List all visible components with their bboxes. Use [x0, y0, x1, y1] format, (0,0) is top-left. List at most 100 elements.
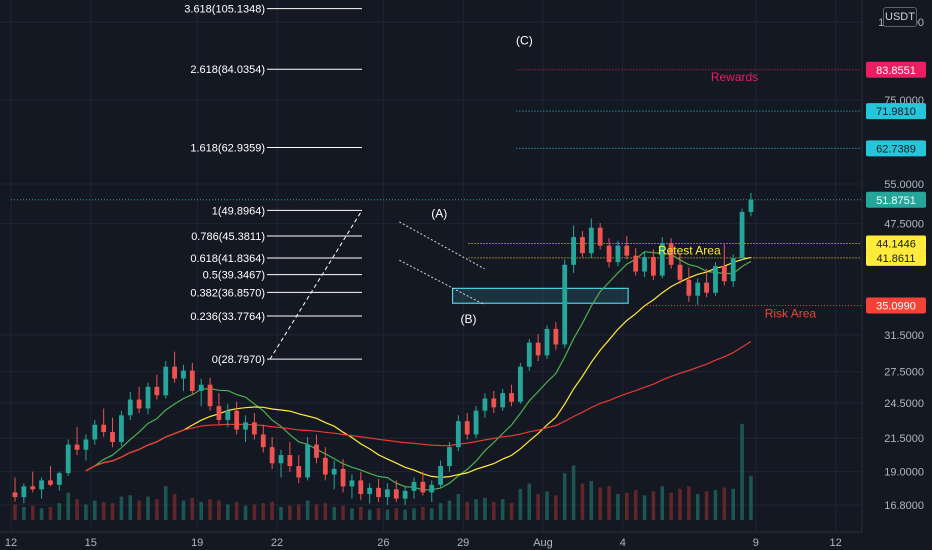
candle-body — [668, 243, 674, 265]
volume-layer — [0, 0, 862, 532]
candle-body — [216, 406, 222, 420]
volume-bar — [101, 501, 106, 520]
candles-layer — [12, 192, 754, 505]
volume-bar — [625, 492, 629, 520]
volume-bar — [687, 486, 691, 520]
retest-zone-box — [451, 287, 629, 304]
candle-body — [30, 486, 36, 490]
candle-body — [730, 258, 736, 282]
volume-bar — [217, 500, 221, 520]
volume-bar — [589, 481, 594, 520]
price-badge-label: 35.0990 — [876, 301, 916, 313]
date-axis-background — [0, 532, 932, 550]
fib-level-label: 0.786(45.3811) — [191, 231, 265, 243]
volume-bar — [243, 505, 248, 520]
volume-bar — [660, 486, 665, 520]
candle-body — [677, 264, 683, 280]
volume-bar — [421, 507, 425, 520]
candle-body — [455, 421, 461, 448]
price-badge — [866, 297, 926, 314]
volume-bar — [296, 504, 301, 520]
candle-body — [447, 447, 452, 467]
candle-body — [83, 439, 89, 450]
volume-bar — [740, 423, 744, 520]
volume-bar — [172, 494, 177, 520]
date-tick-label: 4 — [620, 537, 626, 549]
candle-body — [420, 481, 426, 493]
fib-level-label: 0.5(39.3467) — [203, 270, 265, 282]
date-tick-label: 26 — [377, 537, 389, 549]
volume-bar — [713, 490, 718, 520]
volume-bar — [48, 507, 53, 520]
candle-body — [39, 480, 44, 490]
volume-bar — [376, 508, 381, 520]
volume-bar — [359, 507, 363, 520]
volume-bar — [704, 491, 709, 520]
volume-bar — [279, 507, 283, 520]
price-tick-label: 21.5000 — [884, 433, 924, 445]
candle-body — [659, 243, 665, 276]
volume-bar — [261, 503, 266, 520]
candle-body — [615, 245, 621, 263]
date-tick-label: 12 — [5, 537, 17, 549]
volume-bar — [75, 499, 79, 520]
fibonacci-extension-layer: 3.618(105.1348) 2.618(84.0354) 1.618(62.93… — [184, 4, 363, 366]
price-badge-label: 83.8551 — [876, 65, 916, 77]
candle-body — [154, 386, 160, 396]
candle-body — [544, 328, 550, 356]
volume-bar — [110, 503, 115, 520]
candle-body — [101, 424, 107, 433]
price-tick-label: 27.5000 — [884, 367, 924, 379]
price-axis-background — [862, 0, 932, 550]
volume-bar — [598, 487, 602, 520]
candle-body — [172, 366, 177, 379]
candle-body — [562, 264, 568, 345]
chart-annotation: Retest Area — [658, 243, 721, 257]
volume-bar — [305, 500, 310, 520]
volume-bar — [350, 508, 354, 520]
candle-body — [181, 370, 186, 379]
volume-bar — [456, 494, 461, 520]
date-axis[interactable]: 12 15 19 22 26 29 Aug 4 9 12 — [0, 531, 932, 550]
candle-body — [12, 492, 18, 498]
candle-body — [296, 466, 302, 478]
volume-bar — [607, 486, 611, 520]
candle-body — [65, 444, 71, 474]
price-axis[interactable]: 16.8000 19.0000 21.5000 24.5000 27.5000 31.50… — [861, 0, 932, 550]
candle-body — [748, 199, 754, 212]
date-tick-label: 12 — [829, 537, 841, 549]
volume-bar — [509, 503, 514, 520]
volume-bar — [580, 483, 585, 520]
date-tick-label: Aug — [533, 537, 553, 549]
candle-body — [136, 399, 142, 409]
candle-body — [500, 393, 506, 408]
price-tick-label: 24.5000 — [884, 398, 924, 410]
candle-body — [429, 484, 435, 493]
price-badge-label: 71.9810 — [876, 106, 916, 118]
date-tick-label: 19 — [191, 537, 203, 549]
currency-badge[interactable]: USDT — [883, 7, 917, 27]
volume-bar — [146, 496, 150, 520]
volume-bar — [190, 497, 195, 520]
volume-bar — [527, 483, 532, 520]
candle-body — [402, 490, 408, 499]
volume-bar — [270, 501, 274, 520]
price-tick-label: 31.5000 — [884, 330, 924, 342]
date-tick-label: 29 — [457, 537, 469, 549]
chart-annotation: (B) — [461, 312, 477, 326]
candle-body — [340, 468, 346, 487]
volume-bar — [234, 501, 239, 520]
fib-level-label: 0(28.7970) — [212, 354, 265, 366]
candle-body — [438, 466, 443, 485]
volume-bar — [385, 509, 390, 520]
volume-bar — [137, 500, 141, 520]
volume-bar — [181, 500, 186, 520]
candle-body — [571, 237, 576, 265]
volume-bar — [22, 507, 26, 520]
chart-annotation: (C) — [516, 34, 533, 48]
candle-body — [624, 245, 630, 256]
volume-bar — [429, 508, 434, 520]
candle-body — [526, 342, 532, 367]
